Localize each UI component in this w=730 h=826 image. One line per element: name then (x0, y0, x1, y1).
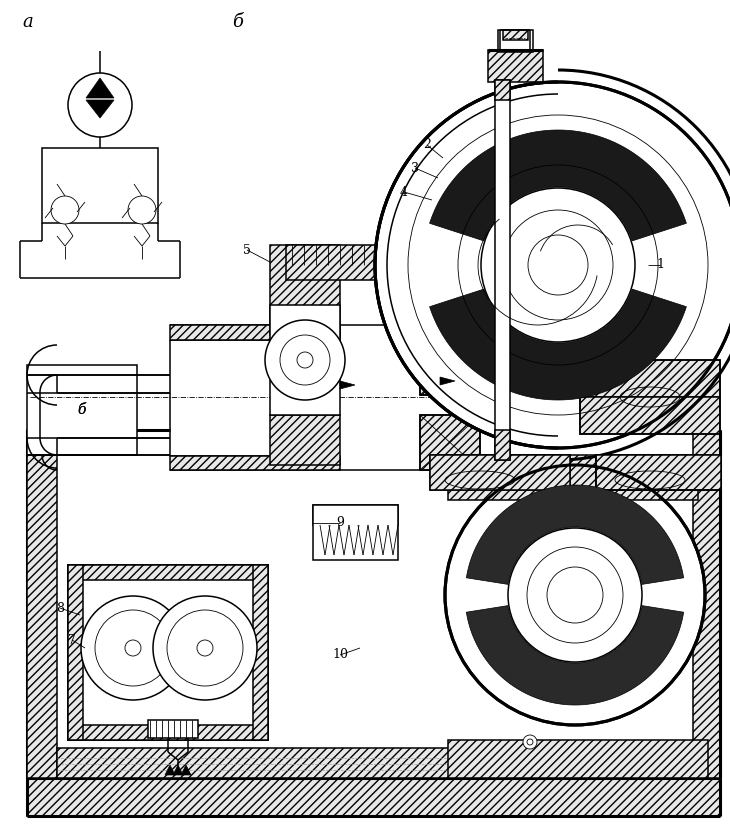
Circle shape (265, 320, 345, 400)
Bar (253, 565, 268, 740)
Bar (596, 455, 721, 490)
Bar (420, 340, 480, 395)
Polygon shape (430, 289, 686, 400)
Circle shape (197, 640, 213, 656)
Circle shape (153, 596, 257, 700)
Text: 2: 2 (423, 139, 431, 151)
Bar (420, 340, 480, 395)
Bar (68, 725, 268, 740)
Circle shape (297, 352, 313, 368)
Bar (27, 778, 720, 816)
Polygon shape (466, 485, 684, 584)
Circle shape (51, 196, 79, 224)
Circle shape (125, 640, 141, 656)
Polygon shape (86, 100, 114, 118)
Polygon shape (430, 130, 686, 241)
Text: 7: 7 (68, 634, 76, 647)
Bar (313, 505, 398, 525)
Text: 10: 10 (332, 648, 348, 662)
Polygon shape (181, 765, 191, 775)
Bar (57, 748, 693, 778)
Bar (495, 80, 510, 460)
Text: 4: 4 (400, 186, 408, 198)
Bar (27, 365, 137, 455)
Text: 5: 5 (243, 244, 251, 257)
Bar (68, 565, 83, 740)
Bar (596, 455, 721, 490)
Circle shape (481, 188, 635, 342)
Circle shape (527, 739, 533, 745)
Bar (580, 360, 720, 397)
Circle shape (95, 610, 171, 686)
Bar (498, 30, 533, 52)
Bar (448, 455, 698, 500)
Circle shape (375, 82, 730, 448)
Bar (580, 397, 720, 434)
Bar (27, 430, 57, 778)
Text: a: a (23, 13, 34, 31)
Bar (430, 455, 570, 490)
Circle shape (523, 735, 537, 749)
Polygon shape (165, 765, 175, 775)
Bar (170, 456, 340, 470)
Bar (68, 565, 268, 740)
Circle shape (503, 210, 613, 320)
Bar (488, 50, 543, 82)
Text: б: б (78, 403, 86, 417)
Bar (270, 305, 340, 415)
Polygon shape (340, 381, 355, 389)
Text: б: б (78, 403, 86, 417)
Bar (148, 720, 198, 738)
Text: 9: 9 (336, 516, 344, 529)
Text: 8: 8 (56, 601, 64, 615)
Bar (286, 245, 386, 280)
Text: 3: 3 (411, 162, 419, 174)
Bar (420, 415, 480, 470)
Circle shape (528, 235, 588, 295)
Circle shape (128, 196, 156, 224)
Bar (693, 430, 720, 778)
Circle shape (445, 465, 705, 725)
Bar (495, 430, 510, 460)
Text: 1: 1 (656, 259, 664, 272)
Bar (170, 325, 340, 340)
Bar (270, 245, 340, 335)
Bar (448, 740, 708, 778)
Bar (580, 360, 720, 434)
Polygon shape (86, 78, 114, 98)
Text: б: б (232, 13, 244, 31)
Polygon shape (466, 605, 684, 705)
Polygon shape (173, 765, 183, 775)
Circle shape (81, 596, 185, 700)
Bar (313, 505, 398, 560)
Bar (42, 148, 158, 223)
Circle shape (547, 567, 603, 623)
Circle shape (280, 335, 330, 385)
Bar (68, 565, 268, 740)
Bar (420, 415, 480, 470)
Bar (270, 415, 340, 465)
Bar (495, 80, 510, 100)
Circle shape (167, 610, 243, 686)
Circle shape (508, 528, 642, 662)
Circle shape (527, 547, 623, 643)
Bar (68, 565, 268, 580)
Bar (430, 455, 570, 490)
Bar (503, 30, 528, 40)
Polygon shape (440, 377, 455, 385)
